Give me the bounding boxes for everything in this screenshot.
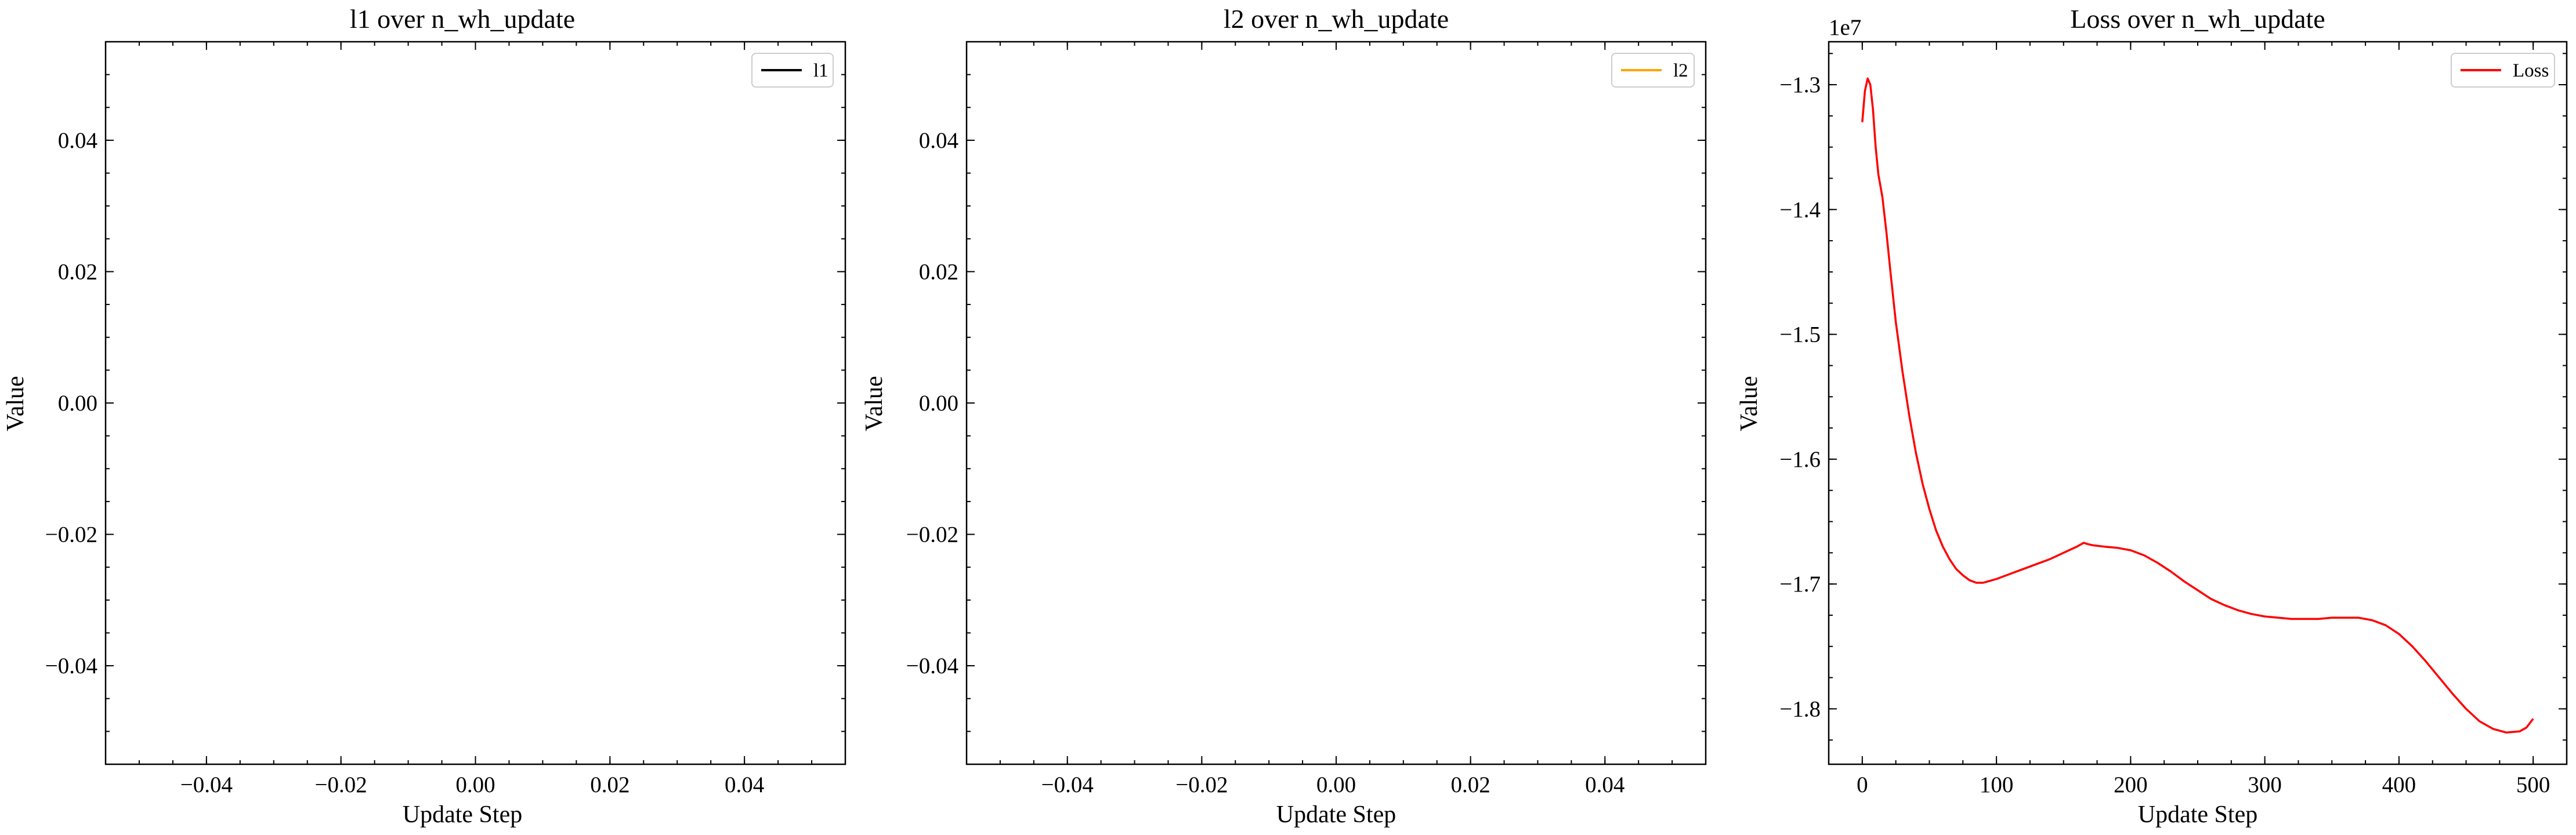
x-tick-label: 400 [2382,772,2416,797]
y-tick-label: −1.6 [1779,447,1821,472]
legend: l2 [1611,53,1695,88]
panel-loss: Loss over n_wh_update Update Step Value … [1736,4,2568,828]
y-tick-label: −0.04 [906,654,958,678]
x-axis-label: Update Step [403,801,522,828]
y-tick-label: 0.04 [919,128,958,153]
legend: Loss [2451,53,2555,88]
y-tick-label: −0.04 [45,654,97,678]
y-tick-label: −1.4 [1779,197,1821,222]
y-tick-label: −1.3 [1779,72,1821,97]
x-tick-label: 0.00 [1316,772,1356,797]
plot-frame [1828,41,2568,765]
x-tick-label: 0.04 [1585,772,1625,797]
legend-label: Loss [2513,60,2549,81]
panel-l1: l1 over n_wh_update Update Step Value −0… [2,4,846,828]
legend: l1 [751,53,834,88]
x-tick-label: −0.02 [315,772,367,797]
plot-area: −0.04 −0.02 0.00 0.02 0.04 −0.04 −0.02 0.00 0.02… [906,41,1707,797]
legend-label: l2 [1673,60,1688,81]
x-tick-label: 500 [2516,772,2550,797]
x-tick-label: −0.04 [1041,772,1094,797]
y-axis-label: Value [861,376,888,431]
x-tick-label: 0.00 [455,772,495,797]
panel-title: l1 over n_wh_update [350,4,575,34]
y-tick-label: 0.04 [58,128,97,153]
y-axis-label: Value [2,376,29,431]
y-tick-label: 0.00 [919,391,958,416]
legend-label: l1 [813,60,828,81]
y-axis-label: Value [1736,376,1763,431]
y-tick-label: −0.02 [906,522,958,547]
x-tick-label: 100 [1980,772,2014,797]
plot-frame [104,41,846,765]
x-axis-label: Update Step [1276,801,1396,828]
y-tick-label: −1.8 [1779,696,1821,721]
panel-l2: l2 over n_wh_update Update Step Value −0… [861,4,1707,828]
y-tick-label: 0.02 [58,259,97,284]
y-tick-label: 0.02 [919,259,958,284]
x-tick-label: 0.02 [1451,772,1490,797]
x-tick-label: 300 [2248,772,2282,797]
y-tick-label: 0.00 [58,391,97,416]
plot-area: 0 100 200 300 400 500 −1.8 −1.7 −1.6 −1.5 −1.4 −1.3… [1779,41,2568,797]
y-tick-label: −1.7 [1779,572,1821,597]
panel-title: l2 over n_wh_update [1224,4,1449,34]
plot-area: −0.04 −0.02 0.00 0.02 0.04 −0.04 −0.02 0.00 0.02… [45,41,846,797]
y-tick-label: −1.5 [1779,322,1821,347]
x-axis-label: Update Step [2138,801,2257,828]
panel-title: Loss over n_wh_update [2070,4,2325,34]
plot-frame [965,41,1707,765]
x-tick-label: 0 [1857,772,1868,797]
x-tick-label: 0.02 [590,772,629,797]
x-tick-label: 0.04 [725,772,764,797]
x-tick-label: −0.04 [180,772,233,797]
legend-box [2451,53,2555,88]
y-tick-label: −0.02 [45,522,97,547]
x-tick-label: 200 [2114,772,2148,797]
y-axis-offset-label: 1e7 [1829,15,1861,40]
x-tick-label: −0.02 [1175,772,1228,797]
series-line-loss [1861,77,2534,734]
